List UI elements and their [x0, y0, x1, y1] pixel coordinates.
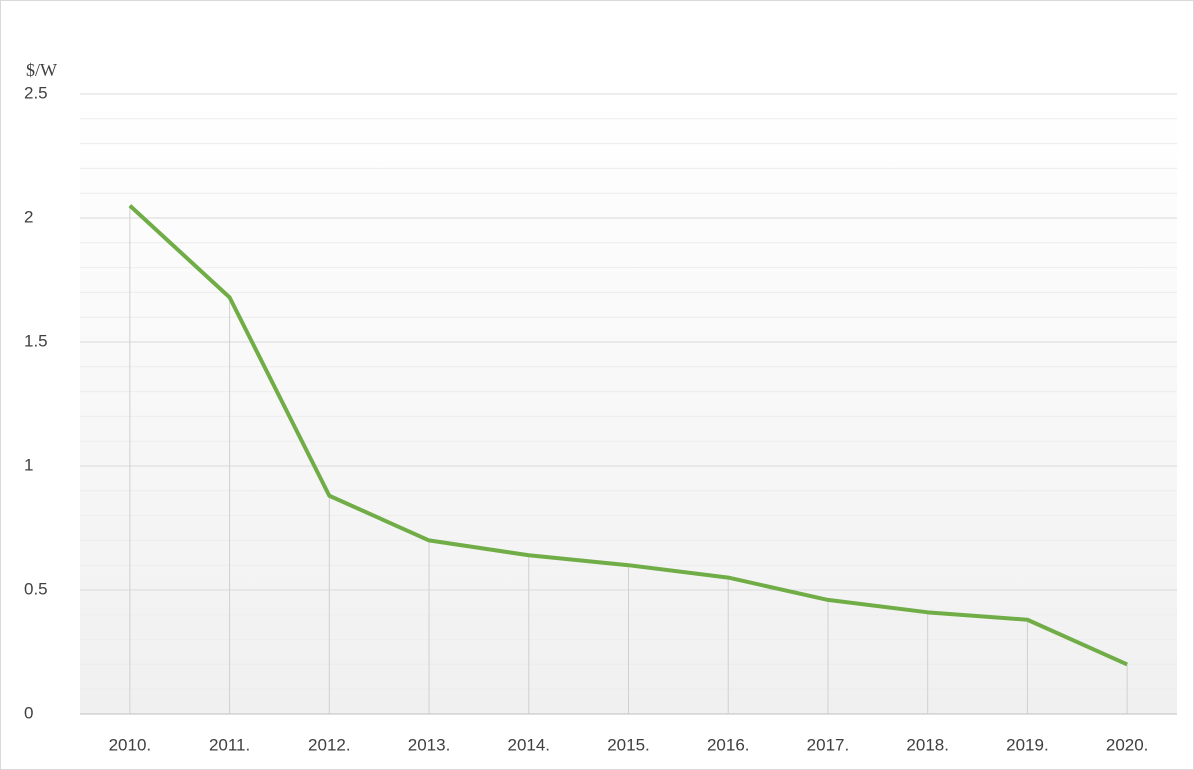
x-tick-label: 2010. [109, 735, 152, 754]
x-tick-label: 2017. [807, 735, 850, 754]
x-tick-label: 2013. [408, 735, 451, 754]
y-tick-label: 0.5 [24, 579, 48, 598]
x-tick-label: 2016. [707, 735, 750, 754]
x-tick-label: 2015. [607, 735, 650, 754]
y-unit-label: $/W [26, 60, 57, 80]
x-tick-label: 2014. [507, 735, 550, 754]
data-line [128, 204, 1128, 667]
y-tick-label: 1 [24, 455, 33, 474]
y-tick-label: 1.5 [24, 331, 48, 350]
x-tick-label: 2011. [209, 735, 250, 754]
x-tick-label: 2012. [308, 735, 351, 754]
x-tick-label: 2020. [1106, 735, 1149, 754]
y-tick-label: 2 [24, 207, 33, 226]
x-tick-label: 2019. [1006, 735, 1049, 754]
y-tick-label: 2.5 [24, 83, 48, 102]
x-tick-label: 2018. [906, 735, 949, 754]
y-tick-label: 0 [24, 703, 33, 722]
